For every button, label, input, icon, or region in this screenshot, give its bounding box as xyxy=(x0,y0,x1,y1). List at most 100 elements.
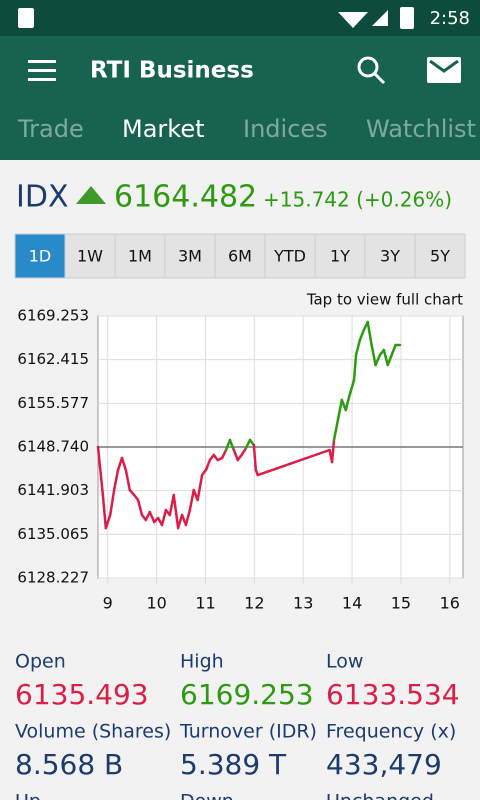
range-button[interactable] xyxy=(414,233,466,279)
range-label: 1M xyxy=(128,247,152,266)
stat-value: 6133.534 xyxy=(326,678,460,711)
stat-value: 433,479 xyxy=(326,748,442,781)
price-segment xyxy=(232,448,239,462)
app-title: RTI Business xyxy=(90,58,254,84)
price-segment xyxy=(332,418,340,442)
tab[interactable]: Market xyxy=(122,115,205,143)
x-tick-label: 12 xyxy=(244,594,264,613)
up-icon xyxy=(76,186,106,204)
price-segment xyxy=(148,510,156,524)
price-segment xyxy=(188,488,196,512)
price-segment xyxy=(382,348,390,367)
y-tick-label: 6141.903 xyxy=(17,481,89,499)
price-segment xyxy=(104,513,112,530)
price-segment xyxy=(366,320,373,347)
range-button[interactable] xyxy=(314,233,366,279)
price-segment xyxy=(330,438,336,464)
stat-label: Low xyxy=(326,651,363,673)
range-label: 1D xyxy=(29,247,52,266)
price-segment xyxy=(196,473,204,502)
x-tick-label: 9 xyxy=(103,594,113,613)
x-tick-label: 14 xyxy=(342,594,362,613)
range-label: 6M xyxy=(228,247,252,266)
range-button[interactable] xyxy=(364,233,416,279)
price-segment xyxy=(228,438,236,452)
range-label: 1Y xyxy=(330,247,350,266)
range-button[interactable] xyxy=(164,233,216,279)
range-button[interactable] xyxy=(64,233,116,279)
stat-label: Unchanged xyxy=(326,791,434,800)
y-tick-label: 6169.253 xyxy=(17,307,89,325)
price: 6164.482 xyxy=(114,180,257,215)
signal-icon xyxy=(372,10,388,26)
range-label: 1W xyxy=(77,247,103,266)
price-segment xyxy=(354,338,362,357)
x-tick-label: 11 xyxy=(195,594,215,613)
y-tick-label: 6135.065 xyxy=(17,525,89,543)
x-tick-label: 10 xyxy=(146,594,166,613)
price-segment xyxy=(172,493,180,530)
stat-value: 6169.253 xyxy=(180,678,314,711)
price-segment xyxy=(348,378,356,397)
stat-label: Turnover (IDR) xyxy=(179,721,317,743)
mail-button[interactable] xyxy=(427,57,461,83)
stat-label: Volume (Shares) xyxy=(15,721,171,743)
tab[interactable]: Trade xyxy=(17,115,84,143)
range-button[interactable] xyxy=(114,233,166,279)
price-change: +15.742 (+0.26%) xyxy=(263,188,452,212)
stat-label: Open xyxy=(15,651,66,673)
price-segment xyxy=(124,468,132,492)
sim-icon xyxy=(18,8,34,28)
stat-label: Down xyxy=(180,791,234,800)
x-tick-label: 15 xyxy=(391,594,411,613)
tab[interactable]: Indices xyxy=(243,115,328,143)
tab[interactable]: Watchlist xyxy=(366,115,476,143)
price-segment xyxy=(176,513,184,530)
price-segment xyxy=(386,353,393,367)
stat-label: Up xyxy=(15,791,41,800)
app-bar xyxy=(0,36,480,160)
range-button[interactable] xyxy=(14,233,66,279)
battery-icon xyxy=(400,7,414,29)
range-label: 3Y xyxy=(380,247,400,266)
price-segment xyxy=(256,448,331,477)
x-tick-label: 16 xyxy=(440,594,460,613)
menu-button[interactable] xyxy=(28,60,56,81)
y-tick-label: 6162.415 xyxy=(17,350,89,368)
stat-label: Frequency (x) xyxy=(326,721,456,743)
x-tick-label: 13 xyxy=(293,594,313,613)
price-segment xyxy=(136,498,144,517)
range-label: YTD xyxy=(273,247,306,266)
stat-value: 6135.493 xyxy=(15,678,149,711)
y-tick-label: 6148.740 xyxy=(17,438,89,456)
price-segment xyxy=(244,438,252,450)
clock: 2:58 xyxy=(430,8,470,29)
symbol: IDX xyxy=(16,180,69,215)
price-segment xyxy=(220,448,228,460)
range-label: 5Y xyxy=(430,247,450,266)
price-segment xyxy=(240,446,248,457)
search-button[interactable] xyxy=(357,56,386,85)
price-segment xyxy=(344,393,351,412)
price-segment xyxy=(101,493,108,530)
price-segment xyxy=(160,508,168,527)
y-tick-label: 6155.577 xyxy=(17,394,89,412)
price-segment xyxy=(336,398,344,422)
wifi-icon xyxy=(338,12,368,28)
price-segment xyxy=(370,343,377,367)
chart-annotation[interactable]: Tap to view full chart xyxy=(306,291,463,309)
range-button[interactable] xyxy=(264,233,316,279)
stat-label: High xyxy=(180,651,224,673)
price-segment xyxy=(252,443,258,472)
price-segment xyxy=(204,458,212,472)
stat-value: 8.568 B xyxy=(15,748,123,781)
price-segment xyxy=(358,328,366,342)
range-button[interactable] xyxy=(214,233,266,279)
price-segment xyxy=(96,445,105,497)
price-segment xyxy=(120,456,128,472)
range-label: 3M xyxy=(178,247,202,266)
price-segment xyxy=(374,353,382,367)
stat-value: 5.389 T xyxy=(180,748,287,781)
